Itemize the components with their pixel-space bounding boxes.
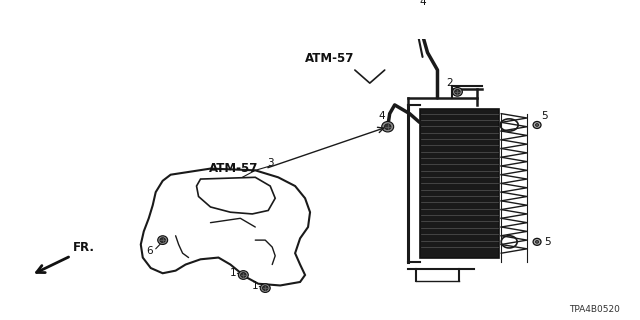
Text: 4: 4 <box>378 111 385 121</box>
Text: 6: 6 <box>146 245 153 256</box>
Text: 1: 1 <box>230 268 236 278</box>
Circle shape <box>260 284 270 292</box>
Text: 4: 4 <box>420 0 426 7</box>
Bar <box>420 109 499 258</box>
Circle shape <box>533 238 541 245</box>
Circle shape <box>536 124 539 126</box>
Circle shape <box>381 122 394 132</box>
Circle shape <box>262 286 268 291</box>
Circle shape <box>454 89 460 94</box>
Circle shape <box>452 87 462 96</box>
Circle shape <box>536 240 539 243</box>
Text: FR.: FR. <box>73 241 95 254</box>
Circle shape <box>406 4 419 14</box>
Text: ATM-57: ATM-57 <box>305 52 355 65</box>
Text: 5: 5 <box>544 237 550 247</box>
Text: 1: 1 <box>252 281 259 291</box>
Circle shape <box>241 273 246 277</box>
Circle shape <box>238 271 248 279</box>
Circle shape <box>410 6 416 12</box>
Text: 5: 5 <box>541 111 548 121</box>
Circle shape <box>533 122 541 128</box>
Text: 2: 2 <box>446 78 452 88</box>
Circle shape <box>385 124 391 130</box>
Circle shape <box>157 236 168 244</box>
Circle shape <box>160 238 165 243</box>
Text: 3: 3 <box>267 158 273 168</box>
Text: ATM-57: ATM-57 <box>209 162 259 175</box>
Text: TPA4B0520: TPA4B0520 <box>569 305 620 314</box>
